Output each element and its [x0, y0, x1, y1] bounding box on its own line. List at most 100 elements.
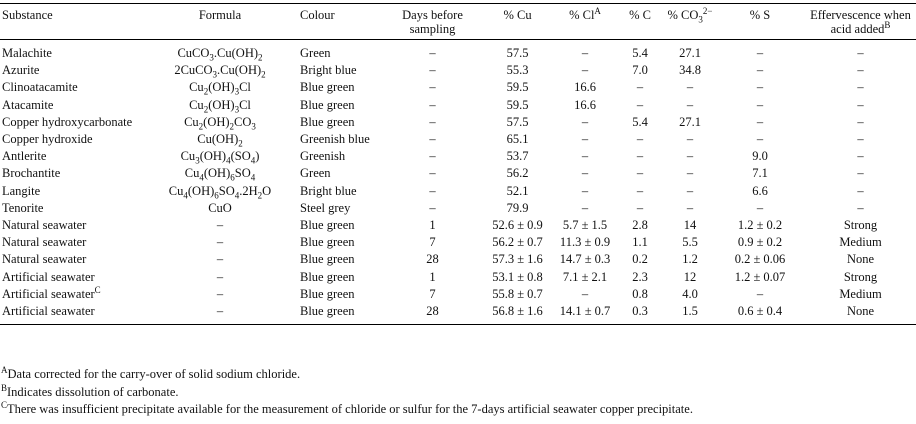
- table-cell: Medium: [805, 234, 916, 251]
- cell-text: 57.5: [506, 114, 529, 129]
- cell-text: Greenish blue: [300, 132, 370, 147]
- cell-text: –: [581, 200, 589, 215]
- cell-text: –: [429, 114, 436, 129]
- table-row: Malachite CuCO3.Cu(OH)2 Green – 57.5 – 5.4 27.1…: [0, 40, 916, 63]
- table-cell: 2.8: [615, 217, 665, 234]
- cell-text: 1.2 ± 0.07: [734, 269, 786, 284]
- table-cell: Malachite: [0, 40, 160, 63]
- table-cell: –: [615, 148, 665, 165]
- table-cell: –: [805, 131, 916, 148]
- table-row: Atacamite Cu2(OH)3Cl Blue green – 59.5 16.6 – –…: [0, 97, 916, 114]
- cell-text: –: [756, 286, 764, 301]
- table-cell: Natural seawater: [0, 217, 160, 234]
- footnote: AData corrected for the carry-over of so…: [1, 365, 693, 384]
- table-cell: 16.6: [555, 97, 615, 114]
- cell-text: % C: [629, 8, 651, 22]
- cell-text: Natural seawater: [2, 252, 87, 267]
- table-cell: Brochantite: [0, 165, 160, 182]
- cell-text: –: [581, 46, 589, 61]
- cell-text: 0.8: [632, 286, 648, 301]
- column-header: % S: [715, 3, 805, 40]
- table-cell: –: [715, 131, 805, 148]
- cell-text: –: [756, 97, 764, 112]
- cell-text: 53.7: [506, 149, 529, 164]
- table-cell: –: [715, 62, 805, 79]
- cell-text: 5.7 ± 1.5: [562, 217, 608, 232]
- cell-text: 0.2: [632, 252, 648, 267]
- cell-text: Cu3(OH)4(SO4): [180, 149, 260, 166]
- table-cell: Greenish: [280, 148, 385, 165]
- column-header: Formula: [160, 3, 280, 40]
- table-cell: Artificial seawater: [0, 268, 160, 285]
- table-row: Natural seawater – Blue green 28 57.3 ± 1.6 1…: [0, 251, 916, 268]
- footnote-text: There was insufficient precipitate avail…: [7, 402, 693, 416]
- table-cell: –: [385, 131, 480, 148]
- table-cell: Blue green: [280, 79, 385, 96]
- cell-text: Blue green: [300, 286, 355, 301]
- table-cell: 0.2 ± 0.06: [715, 251, 805, 268]
- cell-text: –: [429, 46, 436, 61]
- cell-text: 7.1 ± 2.1: [562, 269, 608, 284]
- table-cell: –: [160, 302, 280, 325]
- table-cell: 5.7 ± 1.5: [555, 217, 615, 234]
- cell-text: Steel grey: [300, 200, 351, 215]
- table-cell: 34.8: [665, 62, 715, 79]
- cell-text: 2.3: [632, 269, 648, 284]
- table-cell: Copper hydroxide: [0, 131, 160, 148]
- cell-text: 0.6 ± 0.4: [737, 303, 783, 318]
- table-cell: –: [385, 200, 480, 217]
- table-body: Malachite CuCO3.Cu(OH)2 Green – 57.5 – 5.4 27.1…: [0, 40, 916, 325]
- table-cell: –: [665, 97, 715, 114]
- cell-text: Green: [300, 166, 331, 181]
- column-header: Days before sampling: [385, 3, 480, 40]
- table-row: Brochantite Cu4(OH)6SO4 Green – 56.2 – – – 7.1 –: [0, 165, 916, 182]
- superscript: A: [594, 5, 601, 16]
- cell-text: –: [636, 183, 644, 198]
- cell-text: 27.1: [679, 46, 701, 61]
- table-cell: 1.2 ± 0.07: [715, 268, 805, 285]
- table-cell: –: [615, 200, 665, 217]
- table-cell: 52.6 ± 0.9: [480, 217, 555, 234]
- table-cell: 0.6 ± 0.4: [715, 302, 805, 325]
- cell-text: 6.6: [752, 183, 768, 198]
- cell-text: 52.1: [506, 183, 529, 198]
- table-cell: –: [555, 165, 615, 182]
- cell-text: –: [756, 46, 764, 61]
- cell-text: –: [636, 132, 644, 147]
- cell-text: None: [846, 303, 875, 318]
- table-cell: 0.8: [615, 286, 665, 303]
- table-cell: Langite: [0, 183, 160, 200]
- table-cell: 53.7: [480, 148, 555, 165]
- table-cell: 7.1: [715, 165, 805, 182]
- table-cell: 9.0: [715, 148, 805, 165]
- table-cell: None: [805, 302, 916, 325]
- table-cell: 5.5: [665, 234, 715, 251]
- table-row: Natural seawater – Blue green 7 56.2 ± 0.7 11…: [0, 234, 916, 251]
- cell-text: Malachite: [2, 46, 52, 61]
- table-cell: 27.1: [665, 40, 715, 63]
- table-cell: 1.1: [615, 234, 665, 251]
- cell-text: 65.1: [506, 132, 529, 147]
- table-cell: 56.8 ± 1.6: [480, 302, 555, 325]
- cell-text: Blue green: [300, 97, 355, 112]
- cell-text: Natural seawater: [2, 217, 87, 232]
- cell-text: –: [686, 132, 694, 147]
- cell-text: 1.1: [632, 235, 648, 250]
- table-cell: –: [805, 79, 916, 96]
- cell-text: –: [429, 183, 436, 198]
- table-cell: –: [160, 251, 280, 268]
- table-cell: –: [615, 131, 665, 148]
- table-cell: Green: [280, 165, 385, 182]
- cell-text: –: [756, 80, 764, 95]
- cell-text: 56.2: [506, 166, 529, 181]
- header-row: Substance Formula Colour Days before sampli…: [0, 3, 916, 40]
- cell-text: –: [216, 217, 224, 232]
- table-cell: Blue green: [280, 251, 385, 268]
- cell-text: Strong: [843, 269, 878, 284]
- cell-text: 5.4: [632, 114, 648, 129]
- table-cell: –: [805, 200, 916, 217]
- table-cell: 2CuCO3.Cu(OH)2: [160, 62, 280, 79]
- cell-text: –: [429, 80, 436, 95]
- cell-text: Cu2(OH)3Cl: [189, 97, 251, 115]
- table-cell: –: [160, 217, 280, 234]
